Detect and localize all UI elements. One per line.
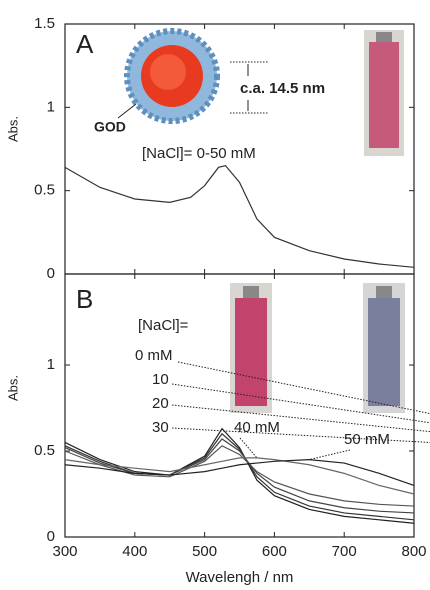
- annotation: c.a. 14.5 nm: [240, 80, 325, 97]
- curve: [64, 458, 415, 486]
- annotation: [NaCl]=: [138, 317, 189, 334]
- x-tick-label: 700: [332, 543, 357, 560]
- cuvette: [230, 283, 272, 413]
- y-tick-label: 0.5: [34, 182, 55, 199]
- curve: [64, 427, 415, 524]
- x-tick-label: 500: [192, 543, 217, 560]
- label-leader: [239, 437, 258, 459]
- y-tick-label: 1: [47, 356, 55, 373]
- panel-label: A: [76, 29, 94, 59]
- series-label: 30: [152, 419, 169, 436]
- god-pointer: [117, 103, 137, 119]
- series-label: 0 mM: [135, 347, 173, 364]
- curve: [64, 445, 415, 507]
- cuvette: [363, 283, 405, 413]
- label-leader: [171, 383, 430, 424]
- annotation: [NaCl]= 0-50 mM: [142, 145, 256, 162]
- x-tick-label: 300: [52, 543, 77, 560]
- panel-label: B: [76, 284, 93, 314]
- panel-b-frame: [64, 273, 415, 538]
- y-axis-label: Abs.: [5, 375, 20, 401]
- series-label: 20: [152, 395, 169, 412]
- nanoparticle-illustration: [117, 28, 268, 124]
- y-tick-label: 1.5: [34, 15, 55, 32]
- y-tick-label: 0.5: [34, 442, 55, 459]
- y-axis-label: Abs.: [5, 116, 20, 142]
- x-tick-label: 800: [401, 543, 426, 560]
- series-label: 40 mM: [234, 419, 280, 436]
- label-leader: [171, 427, 430, 444]
- cuvette: [364, 30, 404, 156]
- y-tick-label: 0: [47, 265, 55, 282]
- x-tick-label: 400: [122, 543, 147, 560]
- x-axis-label: Wavelengh / nm: [186, 569, 294, 586]
- curve: [64, 457, 415, 495]
- series-label: 10: [152, 371, 169, 388]
- curve: [64, 164, 415, 268]
- series-label: 50 mM: [344, 431, 390, 448]
- label-leader: [309, 449, 351, 461]
- y-tick-label: 0: [47, 528, 55, 545]
- y-tick-label: 1: [47, 98, 55, 115]
- x-tick-label: 600: [262, 543, 287, 560]
- annotation: GOD: [94, 119, 126, 135]
- label-leader: [171, 404, 430, 433]
